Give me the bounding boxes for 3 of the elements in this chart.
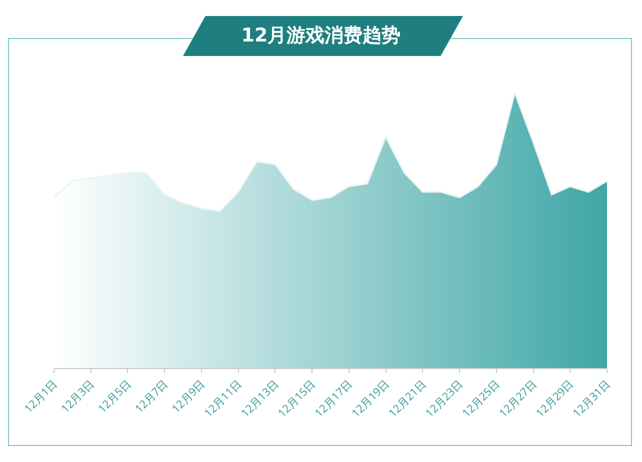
chart-title: 12月游戏消费趋势: [241, 24, 401, 46]
x-tick-label: 12月1日: [21, 376, 61, 416]
x-tick-label: 12月7日: [132, 376, 172, 416]
